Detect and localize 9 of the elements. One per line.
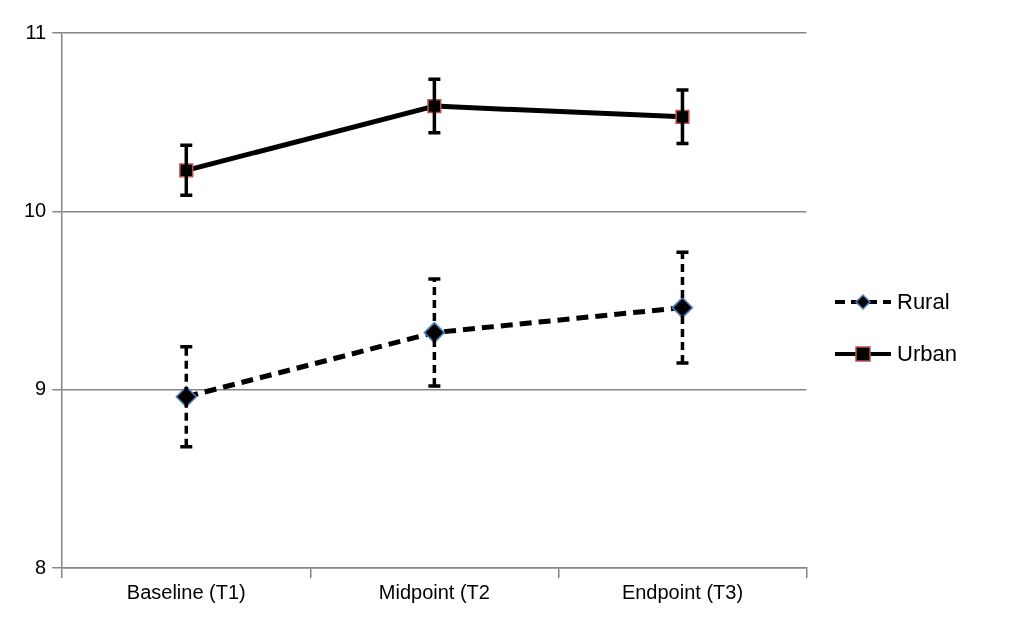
y-tick-label: 8 [35,555,47,578]
x-tick-label: Baseline (T1) [126,580,246,603]
y-tick-label: 9 [35,377,47,400]
x-tick-label: Midpoint (T2 [378,580,490,603]
legend-label: Rural [897,289,950,315]
y-tick-label: 10 [24,198,47,221]
x-tick-label: Endpoint (T3) [621,580,744,603]
y-tick-label: 11 [25,20,47,43]
legend-label: Urban [897,341,957,367]
